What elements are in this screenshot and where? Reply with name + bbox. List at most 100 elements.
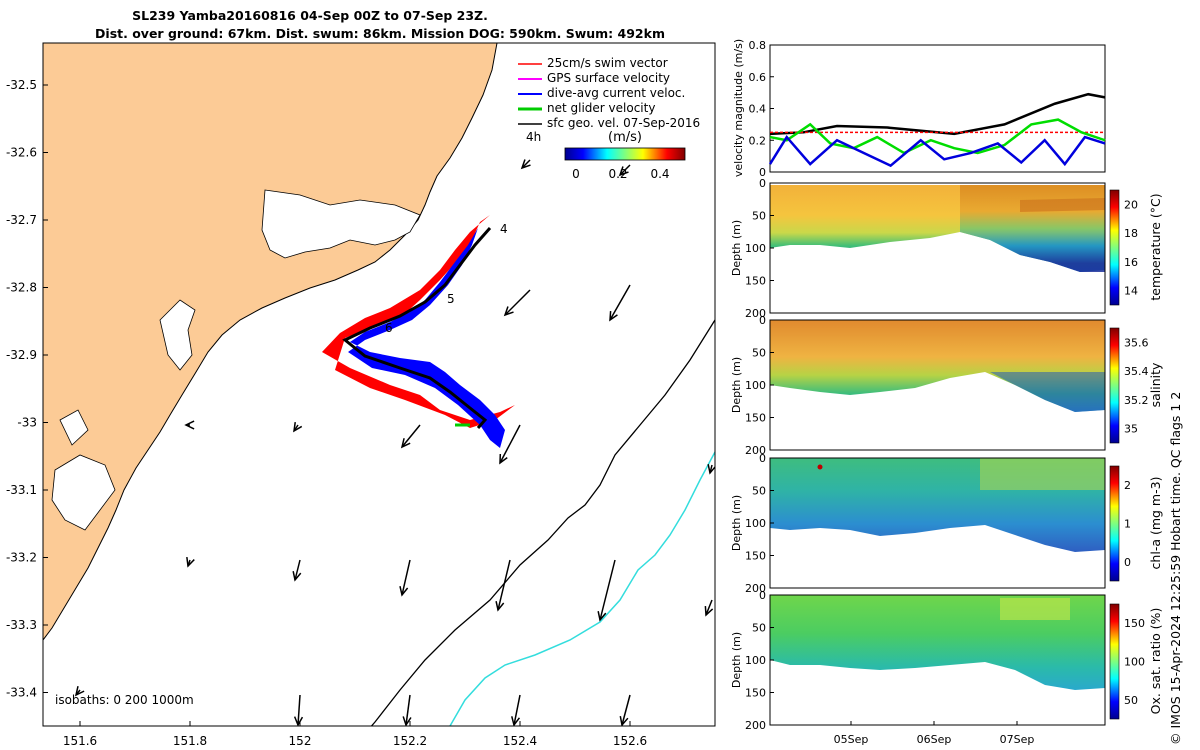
surface-velocity-arrow [513,694,521,726]
velocity-ylabel: velocity magnitude (m/s) [732,39,745,177]
salinity-section [769,319,1106,451]
surface-velocity-arrowhead [293,421,303,433]
estuary-islands [51,454,116,531]
surface-velocity-arrowhead [618,166,629,177]
depth-tick-label: 200 [745,719,766,732]
surface-velocity-arrow [705,599,713,616]
map-legend: 25cm/s swim vector GPS surface velocity … [518,56,700,181]
colorbar-tick-label: 20 [1124,198,1138,211]
colorbar-tick-label: 14 [1124,285,1138,298]
velocity-tick-label: 0.2 [749,134,767,147]
colorbar-tick: 0.4 [650,167,669,181]
colorbar-label: chl-a (mg m-3) [1148,477,1163,570]
surface-velocity-arrow [619,164,631,176]
salinity-colorbar [1109,327,1120,444]
swim-vector-fan [322,215,515,428]
velocity-tick-label: 0.8 [749,39,767,52]
waypoint-label: 5 [447,292,455,306]
map-y-tick-label: -33.4 [6,686,37,700]
surface-velocity-arrow [401,424,421,448]
isobath-200m [370,319,715,726]
imos-timestamp: © IMOS 15-Apr-2024 12:25:59 Hobart time.… [1168,391,1183,745]
depth-tick-label: 0 [759,314,766,327]
depth-tick-label: 100 [745,654,766,667]
velocity-series [768,92,1106,168]
colorbar-tick-label: 35.6 [1124,336,1149,349]
colorbar-tick-label: 1 [1124,518,1131,531]
surface-velocity-arrowhead [400,438,411,449]
map-x-tick-label: 152 [289,734,312,748]
surface-velocity-arrowhead [520,159,531,170]
depth-ylabel: Depth (m) [730,632,743,688]
depth-tick-label: 200 [745,444,766,457]
temperature-colorbar [1109,189,1120,306]
colorbar-tick-label: 100 [1124,656,1145,669]
surface-velocity-arrowhead [184,420,195,430]
depth-tick-label: 150 [745,550,766,563]
colorbar-title: (m/s) [608,130,642,145]
depth-tick-label: 50 [752,485,766,498]
colorbar-tick-label: 35.2 [1124,394,1149,407]
surface-velocity-arrow [499,424,521,464]
surface-velocity-arrow [405,694,411,726]
map-frame [42,42,716,727]
depth-tick-label: 100 [745,242,766,255]
legend-label: net glider velocity [547,101,655,115]
velocity-tick-label: 0.4 [749,103,767,116]
time-label: 4h [526,130,541,144]
map-y-tick-label: -32.8 [6,281,37,295]
depth-tick-label: 100 [745,379,766,392]
colorbar-tick: 0.2 [608,167,627,181]
map-y-tick-label: -33.3 [6,618,37,632]
land-polygon [43,43,498,641]
surface-velocity-arrowhead [597,611,607,622]
surface-velocity-arrowhead [186,556,195,568]
surface-velocity-arrowhead [619,716,629,726]
depth-tick-label: 50 [752,210,766,223]
depth-tick-label: 150 [745,275,766,288]
surface-velocity-arrowhead [707,464,715,475]
time-tick-label: 07Sep [1000,733,1035,746]
time-tick-label: 05Sep [834,733,869,746]
estuary-islands [159,299,196,371]
surface-velocity-arrow [294,559,301,581]
map-x-tick-label: 152.4 [503,734,537,748]
depth-tick-label: 150 [745,687,766,700]
depth-tick-label: 0 [759,589,766,602]
colorbar-tick-label: 150 [1124,617,1145,630]
depth-tick-label: 200 [745,582,766,595]
surface-velocity-arrowhead [503,306,514,317]
velocity-tick-label: 0 [759,166,766,179]
depth-ylabel: Depth (m) [730,357,743,413]
surface-velocity-arrowhead [402,716,412,726]
depth-tick-label: 150 [745,412,766,425]
surface-velocity-arrow [504,289,531,316]
waypoint-label: 6 [385,321,393,335]
surface-velocity-arrow [599,559,616,621]
surface-velocity-arrowhead [292,571,302,582]
velocity-tick-label: 0.6 [749,71,767,84]
colorbar-label: salinity [1148,362,1163,407]
surface-velocity-vectors [74,159,715,726]
depth-ylabel: Depth (m) [730,220,743,276]
time-tick-label: 06Sep [917,733,952,746]
velocity-series-line [769,118,1106,155]
surface-velocity-arrowhead [499,453,508,465]
legend-label: sfc geo. vel. 07-Sep-2016 [547,116,700,130]
temperature-section [769,182,1106,314]
surface-velocity-arrowhead [511,716,521,726]
surface-velocity-arrowhead [704,605,714,617]
surface-velocity-arrow [497,559,511,611]
surface-velocity-arrowhead [74,686,85,697]
speed-colorbar [564,147,686,161]
map-x-tick-label: 151.6 [63,734,97,748]
map-y-tick-label: -33.1 [6,483,37,497]
dive-avg-current-fan [348,228,505,448]
colorbar-tick-label: 50 [1124,694,1138,707]
surface-velocity-arrowhead [399,586,409,597]
colorbar-label: Ox. sat. ratio (%) [1148,608,1163,715]
colorbar-tick-label: 2 [1124,479,1131,492]
map-x-tick-label: 152.6 [613,734,647,748]
surface-velocity-arrowhead [293,716,304,726]
